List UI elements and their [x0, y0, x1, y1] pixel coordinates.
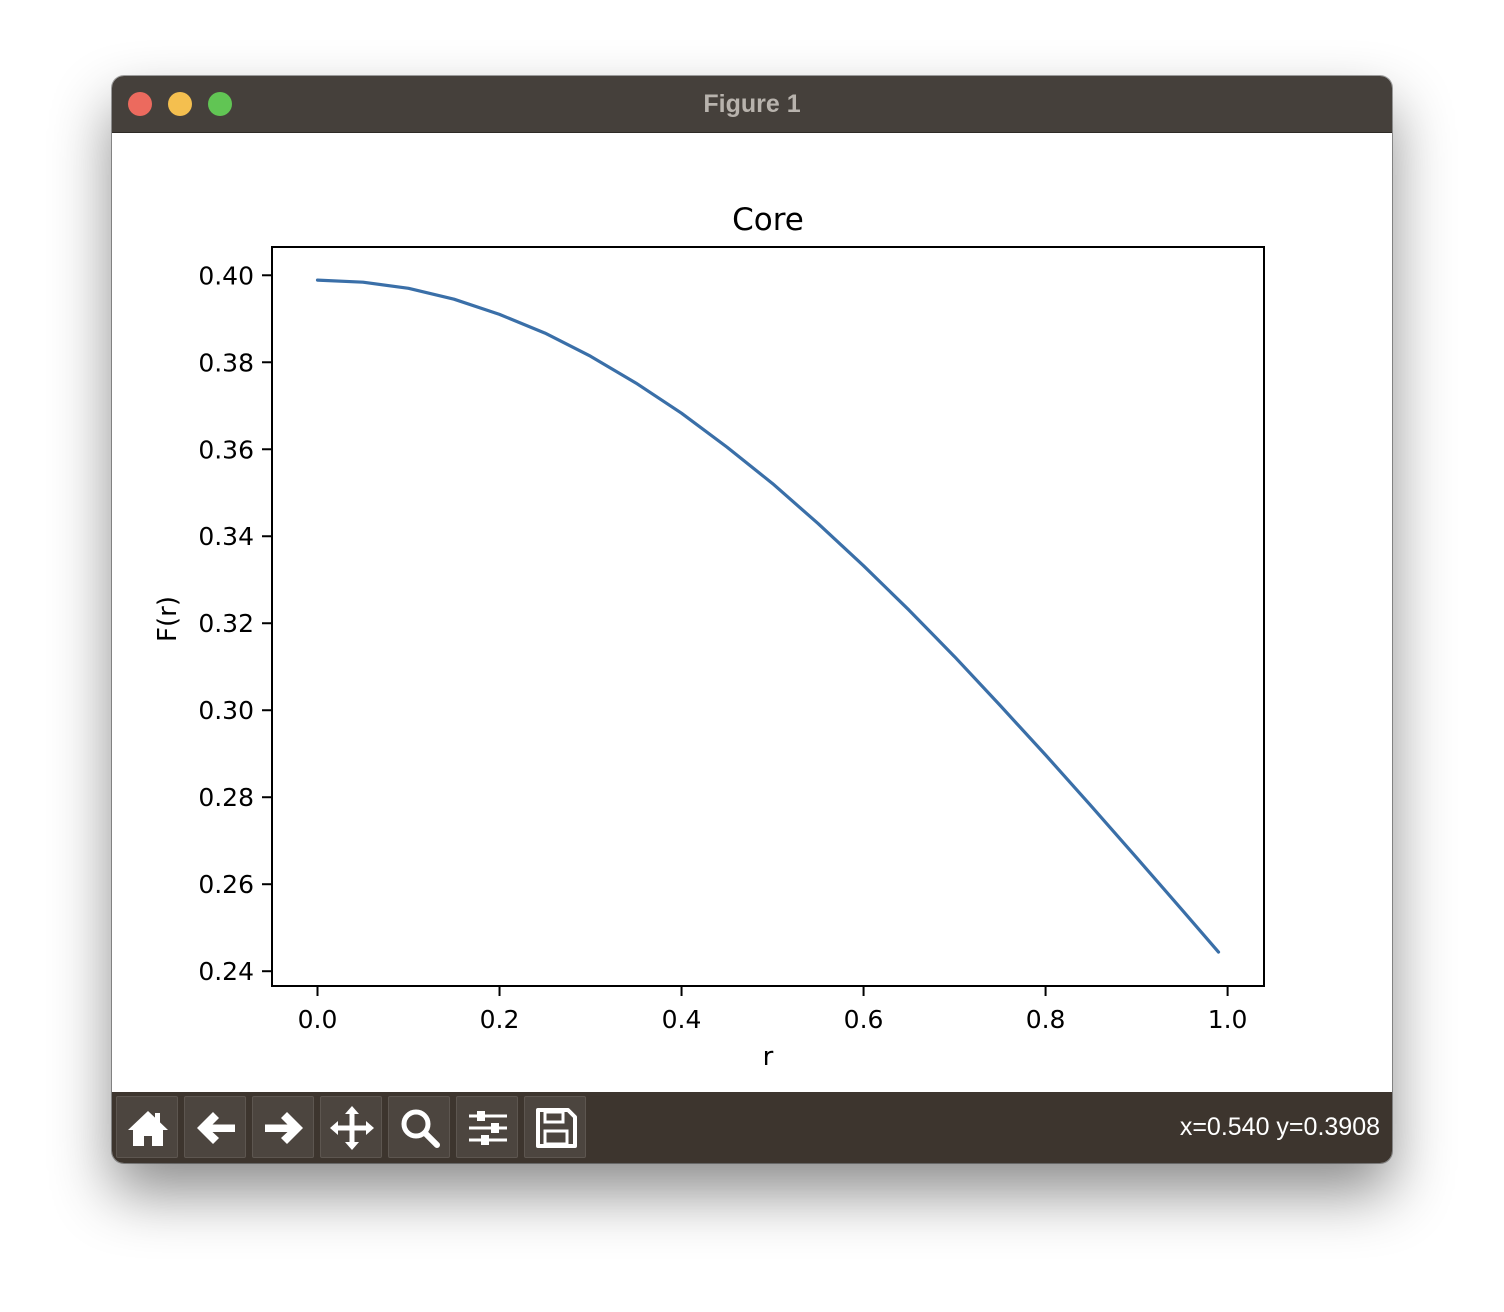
y-tick-label: 0.30 — [198, 696, 254, 725]
x-tick-label: 0.2 — [480, 1005, 520, 1034]
minimize-window-button[interactable] — [168, 92, 192, 116]
line-chart: Core 0.0 0.2 0.4 0.6 0.8 1.0 0.24 0.26 0.28 0.30… — [153, 202, 1265, 1072]
x-axis-label: r — [763, 1042, 774, 1072]
close-window-button[interactable] — [128, 92, 152, 116]
plot-canvas[interactable]: Core 0.0 0.2 0.4 0.6 0.8 1.0 0.24 0.26 0.28 0.30… — [112, 133, 1392, 1092]
sliders-icon — [469, 1111, 507, 1145]
axes-frame — [271, 246, 1265, 987]
y-tick-label: 0.34 — [198, 522, 254, 551]
maximize-window-button[interactable] — [208, 92, 232, 116]
y-tick-label: 0.26 — [198, 870, 254, 899]
home-icon — [128, 1111, 168, 1146]
x-tick-label: 0.8 — [1026, 1005, 1066, 1034]
back-button[interactable] — [184, 1096, 246, 1158]
title-bar: Figure 1 — [112, 76, 1392, 133]
zoom-button[interactable] — [388, 1096, 450, 1158]
y-tick-label: 0.40 — [198, 261, 254, 290]
arrow-right-icon — [265, 1112, 303, 1144]
y-tick-label: 0.32 — [198, 609, 254, 638]
series-line — [315, 278, 1221, 954]
series-layer — [315, 278, 1221, 954]
search-icon — [401, 1109, 440, 1148]
x-tick-label: 1.0 — [1208, 1005, 1248, 1034]
x-tick-label: 0.0 — [298, 1005, 338, 1034]
y-tick-label: 0.24 — [198, 957, 254, 986]
configure-subplots-button[interactable] — [456, 1096, 518, 1158]
home-button[interactable] — [116, 1096, 178, 1158]
floppy-disk-icon — [536, 1108, 577, 1148]
y-tick-label: 0.38 — [198, 348, 254, 377]
y-tick-label: 0.28 — [198, 783, 254, 812]
move-icon — [330, 1106, 374, 1150]
x-tick-label: 0.6 — [844, 1005, 884, 1034]
y-tick-label: 0.36 — [198, 435, 254, 464]
x-axis-ticks: 0.0 0.2 0.4 0.6 0.8 1.0 — [298, 986, 1248, 1034]
forward-button[interactable] — [252, 1096, 314, 1158]
pan-button[interactable] — [320, 1096, 382, 1158]
save-button[interactable] — [524, 1096, 586, 1158]
navigation-toolbar: x=0.540 y=0.3908 — [112, 1092, 1392, 1163]
window-title: Figure 1 — [703, 90, 801, 118]
figure-window: Figure 1 Core 0.0 0.2 0.4 0.6 0.8 1.0 0.24 0.2… — [112, 76, 1392, 1163]
cursor-coordinates: x=0.540 y=0.3908 — [1179, 1113, 1380, 1141]
chart-title: Core — [732, 202, 804, 238]
arrow-left-icon — [197, 1112, 235, 1144]
x-tick-label: 0.4 — [662, 1005, 702, 1034]
y-axis-ticks: 0.24 0.26 0.28 0.30 0.32 0.34 0.36 0.38 0.40 — [198, 261, 272, 986]
y-axis-label: F(r) — [153, 596, 183, 642]
